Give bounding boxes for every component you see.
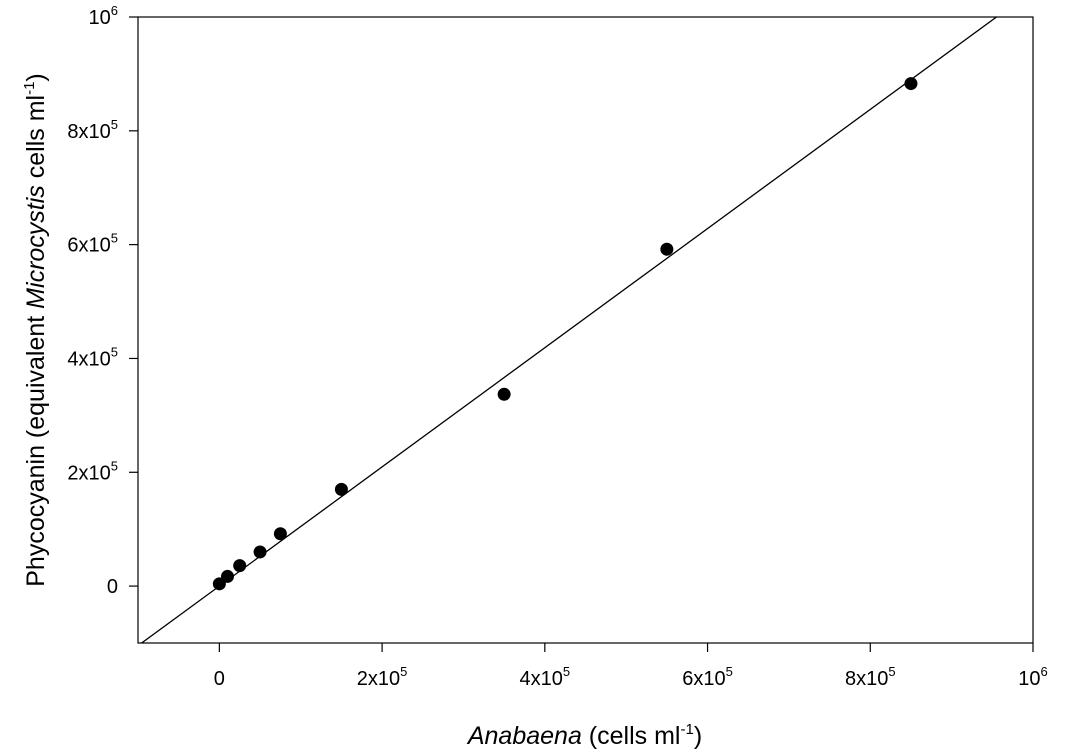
x-tick-label: 8x105 [845,664,896,690]
x-tick-label: 106 [1018,664,1047,690]
x-tick-label-exp: 5 [563,664,570,679]
x-tick-label-base: 8x10 [845,668,888,690]
y-tick-label-exp: 5 [111,231,118,246]
x-axis-title-rest: (cells ml [582,722,681,750]
x-tick-label-exp: 5 [400,664,407,679]
data-point [253,545,267,559]
x-tick-label: 0 [214,668,225,690]
y-tick-label-base: 0 [107,576,118,598]
x-tick-label: 4x105 [520,664,571,690]
data-point [334,482,348,496]
y-tick-label-base: 10 [89,7,111,29]
data-point [660,242,674,256]
y-tick-label-exp: 5 [111,117,118,132]
y-tick-label-base: 2x10 [67,462,110,484]
x-tick-label-exp: 5 [726,664,733,679]
x-tick-label: 2x105 [357,664,408,690]
y-tick-label: 4x105 [67,344,118,370]
y-axis-title-sup: -1 [21,82,38,95]
regression-line [140,17,998,643]
x-tick-label-base: 2x10 [357,668,400,690]
data-point [221,569,234,583]
data-point [233,559,247,573]
y-tick-label: 106 [89,3,118,29]
y-tick-label: 8x105 [67,117,118,143]
x-tick-label-base: 6x10 [682,668,725,690]
y-axis-title-end: ) [22,73,50,81]
x-tick-label: 6x105 [682,664,733,690]
x-axis-ticks: 0 2x105 4x105 6x105 8x105 106 [214,643,1048,690]
y-tick-label-exp: 5 [111,344,118,359]
y-tick-label-exp: 6 [111,3,118,18]
data-point [273,527,287,541]
y-axis-title: Phycocyanin (equivalent Microcystis cell… [21,73,50,587]
x-axis-title-end: ) [694,722,702,750]
x-tick-label-base: 10 [1018,668,1040,690]
data-point [497,387,511,401]
y-tick-label: 0 [107,576,118,598]
x-axis-title: Anabaena (cells ml-1) [466,721,702,750]
plot-frame [137,16,1034,644]
x-tick-label-base: 4x10 [520,668,563,690]
data-points [212,77,918,591]
x-axis-title-italic: Anabaena [466,722,582,750]
y-axis-title-italic: Microcystis [22,185,50,309]
y-axis-title-pre: Phycocyanin (equivalent [22,309,50,587]
y-tick-label: 2x105 [67,458,118,484]
y-tick-label-base: 8x10 [67,121,110,143]
fit-line-layer [140,17,998,643]
y-tick-label: 6x105 [67,231,118,257]
y-tick-label-base: 6x10 [67,235,110,257]
x-tick-label-exp: 6 [1041,664,1048,679]
x-tick-label-exp: 5 [888,664,895,679]
data-point [904,77,918,91]
x-axis-title-sup: -1 [680,721,693,738]
y-tick-label-exp: 5 [111,458,118,473]
y-axis-title-rest: cells ml [22,95,50,185]
x-tick-label-base: 0 [214,668,225,690]
y-tick-label-base: 4x10 [67,348,110,370]
